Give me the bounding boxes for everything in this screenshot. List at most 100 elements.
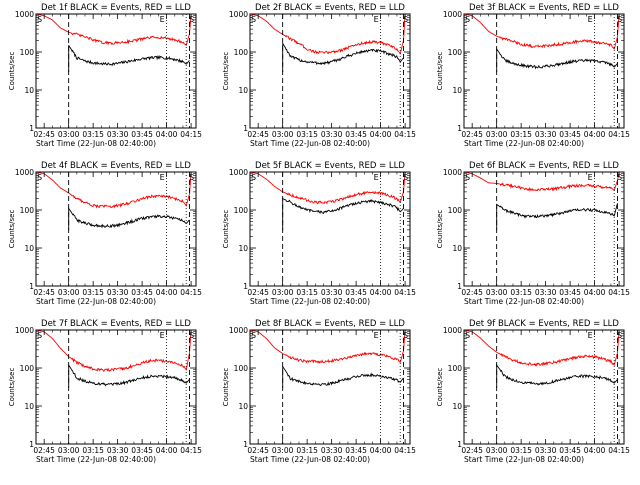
x-tick-label: 03:15	[510, 288, 532, 297]
x-axis-label: Start Time (22-Jun-08 02:40:00)	[250, 139, 370, 148]
x-tick-label: 02:45	[33, 288, 55, 297]
y-axis-label: Counts/sec	[436, 368, 444, 407]
x-tick-label: 03:15	[510, 446, 532, 455]
panel-frame	[249, 329, 411, 445]
x-tick-label: 03:15	[296, 446, 318, 455]
start-marker-label: S	[403, 331, 408, 340]
x-tick-label: 03:45	[559, 446, 581, 455]
y-tick-label: 100	[448, 364, 463, 373]
x-tick-label: 03:00	[272, 288, 294, 297]
x-tick-label: 03:30	[321, 288, 343, 297]
panel-title: Det 8f BLACK = Events, RED = LLD	[255, 319, 405, 329]
panel-4: Det 4f BLACK = Events, RED = LLD S E S 1 10 10…	[8, 161, 202, 306]
panel-data	[464, 172, 620, 230]
start-marker-label: S	[37, 15, 42, 24]
x-axis-label: Start Time (22-Jun-08 02:40:00)	[36, 455, 156, 464]
end-marker-label: E	[160, 15, 165, 24]
x-tick-label: 04:15	[180, 130, 202, 139]
panel-1: Det 1f BLACK = Events, RED = LLD S E S 1 10 10…	[8, 3, 202, 148]
x-tick-label: 03:30	[321, 446, 343, 455]
x-tick-label: 02:45	[461, 288, 483, 297]
y-tick-label: 1	[243, 282, 248, 291]
x-tick-label: 03:30	[535, 446, 557, 455]
x-tick-label: 03:15	[82, 288, 104, 297]
start-marker-label: S	[251, 15, 256, 24]
x-tick-label: 03:00	[58, 288, 80, 297]
x-tick-label: 03:00	[58, 446, 80, 455]
panel-data	[250, 14, 406, 72]
x-tick-label: 03:30	[321, 130, 343, 139]
y-tick-label: 100	[20, 48, 35, 57]
panel-frame	[249, 13, 411, 129]
panel-frame	[249, 171, 411, 287]
x-tick-label: 04:15	[608, 130, 630, 139]
series-lld-line	[464, 330, 620, 367]
x-tick-label: 03:15	[510, 130, 532, 139]
x-tick-label: 04:00	[370, 288, 392, 297]
x-tick-label: 04:00	[584, 446, 606, 455]
x-tick-label: 03:45	[131, 288, 153, 297]
x-tick-label: 03:15	[296, 288, 318, 297]
panel-data	[36, 330, 192, 388]
x-tick-label: 04:15	[394, 288, 416, 297]
start-marker-label: S	[403, 15, 408, 24]
series-lld-line	[36, 14, 192, 47]
panel-frame	[463, 329, 625, 445]
panel-title: Det 4f BLACK = Events, RED = LLD	[41, 161, 191, 171]
y-axis-label: Counts/sec	[222, 210, 230, 249]
x-tick-label: 04:00	[584, 130, 606, 139]
x-tick-label: 03:45	[131, 446, 153, 455]
y-tick-label: 100	[20, 206, 35, 215]
y-tick-label: 1000	[229, 10, 248, 19]
y-axis-label: Counts/sec	[8, 368, 16, 407]
y-axis-label: Counts/sec	[8, 210, 16, 249]
x-tick-label: 03:45	[559, 288, 581, 297]
panel-8: Det 8f BLACK = Events, RED = LLD S E S 1 10 10…	[222, 319, 416, 464]
end-marker-label: E	[160, 331, 165, 340]
y-tick-label: 1	[457, 282, 462, 291]
start-marker-label: S	[251, 331, 256, 340]
x-tick-label: 03:30	[535, 130, 557, 139]
x-tick-label: 04:15	[394, 446, 416, 455]
x-tick-label: 03:45	[345, 130, 367, 139]
y-tick-label: 1000	[15, 326, 34, 335]
x-tick-label: 03:45	[559, 130, 581, 139]
x-axis-label: Start Time (22-Jun-08 02:40:00)	[250, 297, 370, 306]
start-marker-label: S	[617, 173, 622, 182]
end-marker-label: E	[588, 173, 593, 182]
x-tick-label: 02:45	[247, 130, 269, 139]
start-marker-label: S	[465, 15, 470, 24]
x-tick-label: 04:00	[370, 130, 392, 139]
x-tick-label: 03:45	[345, 288, 367, 297]
x-tick-label: 04:15	[608, 446, 630, 455]
y-tick-label: 1	[29, 440, 34, 449]
panel-frame	[35, 329, 197, 445]
y-tick-label: 1000	[229, 168, 248, 177]
y-tick-label: 1000	[15, 10, 34, 19]
series-lld-line	[464, 14, 620, 50]
y-tick-label: 1000	[443, 10, 462, 19]
series-lld-line	[36, 330, 192, 372]
x-tick-label: 02:45	[33, 130, 55, 139]
y-tick-label: 100	[234, 48, 249, 57]
panel-frame	[463, 13, 625, 129]
start-marker-label: S	[465, 173, 470, 182]
y-tick-label: 10	[238, 86, 248, 95]
start-marker-label: S	[189, 15, 194, 24]
series-lld-line	[36, 172, 192, 209]
x-tick-label: 03:30	[107, 446, 129, 455]
start-marker-label: S	[617, 331, 622, 340]
panel-data	[464, 14, 620, 72]
start-marker-label: S	[403, 173, 408, 182]
x-tick-label: 03:30	[535, 288, 557, 297]
series-events-line	[496, 363, 618, 388]
x-axis-label: Start Time (22-Jun-08 02:40:00)	[464, 297, 584, 306]
y-tick-label: 100	[234, 364, 249, 373]
x-axis-label: Start Time (22-Jun-08 02:40:00)	[36, 297, 156, 306]
start-marker-label: S	[189, 173, 194, 182]
series-events-line	[282, 197, 404, 230]
series-events-line	[282, 42, 404, 72]
y-tick-label: 10	[24, 402, 34, 411]
y-tick-label: 1000	[15, 168, 34, 177]
